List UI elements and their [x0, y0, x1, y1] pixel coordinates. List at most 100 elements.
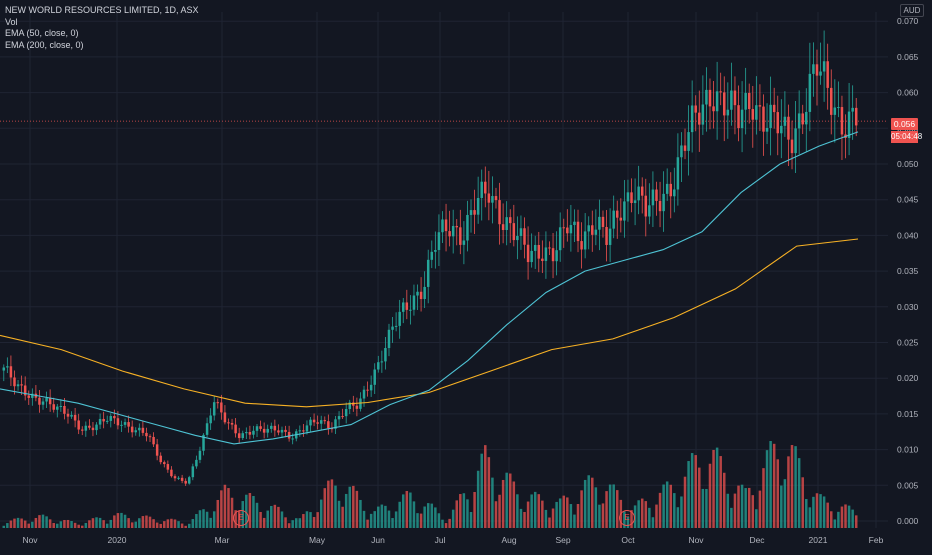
volume-bar [509, 473, 512, 528]
volume-bar [394, 511, 398, 528]
x-tick-label: Sep [555, 535, 570, 545]
candle-body [223, 412, 227, 423]
candle-body [530, 250, 533, 263]
volume-bar [277, 506, 280, 528]
candle-body [195, 459, 198, 467]
candle-body [302, 430, 305, 432]
candle-body [616, 210, 619, 218]
volume-bar [591, 477, 594, 528]
candle-body [476, 198, 480, 215]
candle-body [730, 90, 733, 110]
candle-body [255, 426, 259, 431]
symbol-title[interactable]: NEW WORLD RESOURCES LIMITED, 1D, ASX [5, 5, 199, 15]
candle-body [312, 419, 316, 423]
volume-bar [84, 522, 88, 528]
volume-bar [494, 501, 498, 528]
candle-body [398, 311, 401, 326]
currency-badge[interactable]: AUD [900, 4, 924, 17]
candle-body [830, 87, 833, 115]
volume-bar [819, 494, 822, 528]
volume-bar [380, 504, 384, 528]
volume-bar [330, 479, 334, 528]
volume-bar [812, 496, 815, 528]
candle-body [594, 229, 598, 235]
candle-body [719, 91, 722, 93]
candle-body [640, 186, 644, 196]
candle-body [277, 430, 280, 433]
volume-bar [733, 493, 737, 528]
candle-body [402, 302, 405, 312]
volume-bar [719, 456, 722, 528]
candle-body [63, 405, 66, 414]
candle-body [509, 217, 512, 224]
legend-vol[interactable]: Vol [5, 16, 18, 27]
volume-bar [362, 510, 366, 528]
grid-lines [0, 12, 888, 528]
candle-body [230, 422, 234, 425]
earnings-event-marker[interactable]: E [233, 510, 249, 526]
candle-body [98, 418, 102, 425]
volume-bar [195, 514, 198, 528]
volume-bar [683, 476, 687, 528]
volume-bar [455, 500, 458, 528]
volume-bar [227, 488, 230, 528]
volume-bar [598, 504, 601, 528]
volume-bar [541, 500, 544, 528]
candle-body [173, 476, 177, 479]
candle-body [380, 361, 384, 363]
volume-bar [580, 490, 583, 528]
candle-body [280, 429, 284, 433]
volume-bar [712, 449, 715, 528]
candle-body [16, 384, 20, 387]
earnings-event-marker[interactable]: E [619, 510, 635, 526]
candle-body [598, 216, 601, 230]
volume-bar [776, 459, 779, 528]
candle-body [259, 426, 262, 429]
volume-bar [280, 511, 284, 528]
volume-bar [747, 487, 751, 528]
volume-bar [569, 504, 573, 528]
candle-body [747, 92, 751, 110]
candle-body [437, 232, 441, 250]
volume-bar [416, 513, 419, 528]
volume-bar [637, 500, 640, 528]
x-tick-label: Mar [215, 535, 230, 545]
volume-bar [88, 520, 91, 528]
candle-body [241, 433, 244, 439]
volume-bar [127, 518, 130, 528]
price-axis[interactable]: 0.0700.0650.0600.0550.0500.0450.0400.035… [897, 16, 919, 526]
volume-bar [2, 525, 6, 528]
volume-bar [20, 518, 23, 528]
y-tick-label: 0.065 [897, 52, 919, 62]
candle-body [123, 422, 127, 425]
candle-body [573, 221, 576, 226]
volume-bar [337, 500, 341, 528]
candle-body [797, 113, 801, 129]
candle-body [637, 186, 640, 201]
legend-ema200[interactable]: EMA (200, close, 0) [5, 39, 84, 50]
candle-body [234, 424, 237, 434]
time-axis[interactable]: Nov 2020 Mar May Jun Jul Aug Sep Oct Nov Dec 2021 Fe… [22, 535, 883, 545]
volume-bar [91, 518, 95, 528]
y-tick-label: 0.050 [897, 159, 919, 169]
candle-body [120, 424, 123, 426]
candle-body [783, 116, 787, 126]
volume-bar [708, 463, 712, 528]
candle-body [138, 427, 141, 431]
candle-body [487, 193, 491, 203]
legend-ema50[interactable]: EMA (50, close, 0) [5, 28, 79, 38]
candle-body [705, 89, 708, 105]
candle-body [466, 214, 469, 241]
candle-body [116, 418, 120, 426]
volume-bar [152, 519, 155, 528]
volume-bar [530, 494, 533, 528]
y-tick-label: 0.060 [897, 88, 919, 98]
y-tick-label: 0.070 [897, 16, 919, 26]
ema50-line [0, 131, 859, 445]
candle-body [52, 404, 55, 410]
volume-bar [459, 494, 462, 528]
candle-body [533, 244, 537, 251]
candle-body [81, 429, 84, 431]
